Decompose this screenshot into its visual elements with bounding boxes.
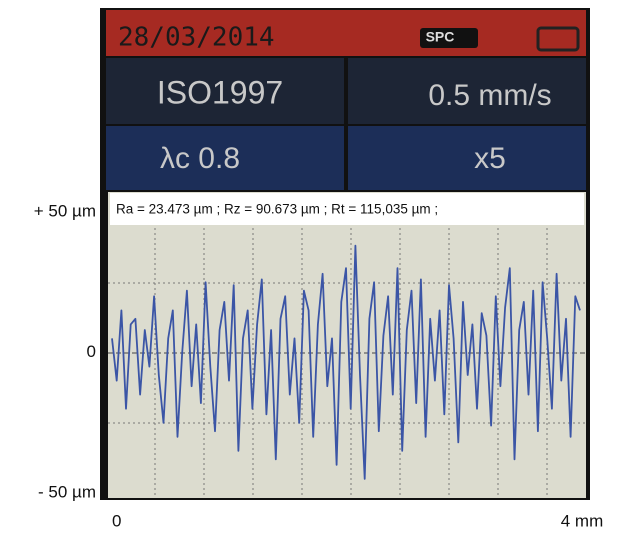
cell xyxy=(348,126,586,190)
mode: SPC xyxy=(426,29,455,45)
y-tick-label: - 50 µm xyxy=(38,482,96,501)
date: 28/03/2014 xyxy=(118,23,275,53)
annotation: Ra = 23.473 µm ; Rz = 90.673 µm ; Rt = 1… xyxy=(116,202,438,217)
standard: ISO1997 xyxy=(157,74,283,110)
screen-photo: 28/03/2014 SPC ISO1997 0.5 mm/s λc 0.8 x… xyxy=(0,0,619,535)
speed: 0.5 mm/s xyxy=(428,79,551,112)
y-tick-label: + 50 µm xyxy=(34,201,96,220)
x-tick-label: 0 xyxy=(112,511,121,530)
cutoff: λc 0.8 xyxy=(160,142,240,175)
y-tick-label: 0 xyxy=(87,342,96,361)
magnification: x5 xyxy=(474,142,506,175)
x-tick-label: 4 mm xyxy=(561,511,604,530)
